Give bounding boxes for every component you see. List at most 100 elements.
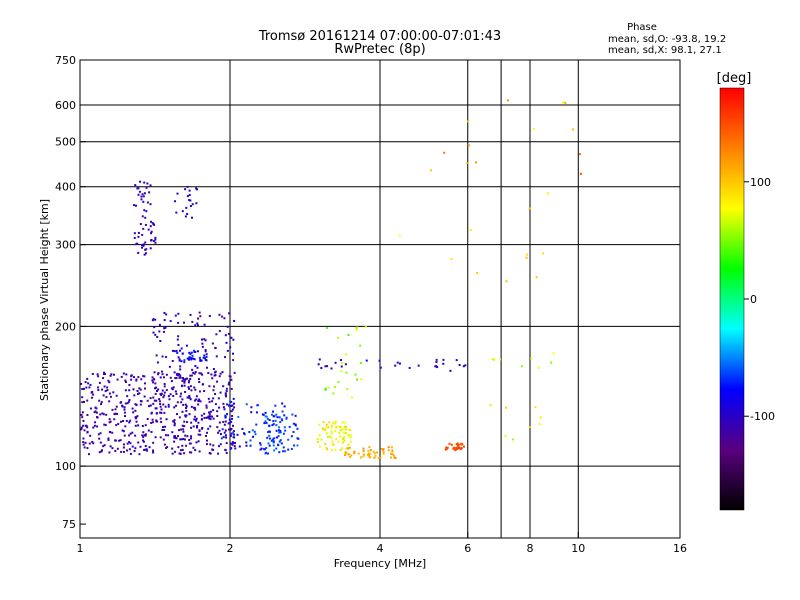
data-point — [133, 204, 136, 207]
data-point — [332, 443, 335, 446]
data-point — [264, 420, 267, 423]
data-point — [139, 388, 142, 391]
data-point — [109, 431, 112, 434]
data-point — [155, 354, 158, 357]
data-point — [222, 402, 225, 405]
data-point — [331, 440, 334, 443]
data-point — [185, 406, 188, 409]
data-point — [97, 386, 100, 389]
data-point — [457, 447, 460, 450]
data-point — [163, 327, 166, 330]
data-point — [446, 446, 449, 449]
data-point — [347, 447, 350, 450]
y-tick-label: 400 — [55, 181, 76, 194]
data-point — [332, 392, 335, 395]
data-point — [108, 451, 111, 454]
data-point — [137, 392, 140, 395]
data-point — [196, 366, 199, 369]
data-point — [137, 441, 140, 444]
data-point — [147, 405, 150, 408]
data-point — [97, 389, 100, 392]
data-point — [275, 436, 278, 439]
data-point — [183, 420, 186, 423]
data-point — [209, 452, 212, 455]
data-point — [140, 378, 143, 381]
data-point — [232, 431, 235, 434]
data-point — [200, 418, 203, 421]
data-point — [382, 453, 385, 456]
data-point — [275, 429, 278, 432]
data-point — [229, 375, 232, 378]
data-point — [145, 248, 148, 251]
data-point — [130, 374, 133, 377]
data-point — [249, 439, 252, 442]
data-point — [231, 441, 234, 444]
data-point — [186, 435, 189, 438]
data-point — [369, 456, 372, 459]
x-axis-label: Frequency [MHz] — [334, 557, 426, 570]
data-point — [154, 392, 157, 395]
data-point — [215, 333, 218, 336]
data-point — [175, 211, 178, 214]
data-point — [215, 355, 218, 358]
data-point — [230, 420, 233, 423]
data-point — [115, 424, 118, 427]
data-point — [217, 397, 220, 400]
data-point — [86, 426, 89, 429]
data-point — [192, 406, 195, 409]
data-point — [579, 153, 582, 156]
data-point — [188, 194, 191, 197]
data-point — [114, 439, 117, 442]
data-point — [326, 365, 329, 368]
data-point — [335, 438, 338, 441]
data-point — [147, 429, 150, 432]
data-point — [82, 441, 85, 444]
data-point — [87, 382, 90, 385]
data-point — [80, 428, 83, 431]
data-point — [342, 431, 345, 434]
data-point — [283, 414, 286, 417]
data-point — [296, 444, 299, 447]
data-point — [197, 403, 200, 406]
data-point — [390, 452, 393, 455]
data-point — [149, 203, 152, 206]
colorbar-tick-label: -100 — [750, 410, 775, 423]
data-point — [283, 426, 286, 429]
data-point — [198, 311, 201, 314]
data-point — [180, 392, 183, 395]
data-point — [167, 405, 170, 408]
data-point — [273, 415, 276, 418]
data-point — [340, 365, 343, 368]
data-point — [214, 347, 217, 350]
data-point — [195, 418, 198, 421]
data-point — [126, 395, 129, 398]
data-point — [158, 400, 161, 403]
data-point — [200, 359, 203, 362]
data-point — [183, 438, 186, 441]
data-point — [242, 432, 245, 435]
data-point — [230, 387, 233, 390]
data-point — [296, 427, 299, 430]
data-point — [152, 318, 155, 321]
data-point — [192, 446, 195, 449]
data-point — [324, 427, 327, 430]
data-point — [181, 352, 184, 355]
data-point — [188, 451, 191, 454]
data-point — [232, 430, 235, 433]
data-point — [208, 411, 211, 414]
data-point — [201, 373, 204, 376]
data-point — [151, 421, 154, 424]
data-point — [348, 428, 351, 431]
data-point — [94, 410, 97, 413]
data-point — [115, 394, 118, 397]
data-point — [465, 162, 468, 165]
data-point — [198, 430, 201, 433]
x-tick-label: 6 — [464, 542, 471, 555]
data-point — [347, 443, 350, 446]
data-point — [162, 330, 165, 333]
data-point — [143, 434, 146, 437]
data-point — [176, 192, 179, 195]
data-point — [103, 423, 106, 426]
data-point — [344, 454, 347, 457]
